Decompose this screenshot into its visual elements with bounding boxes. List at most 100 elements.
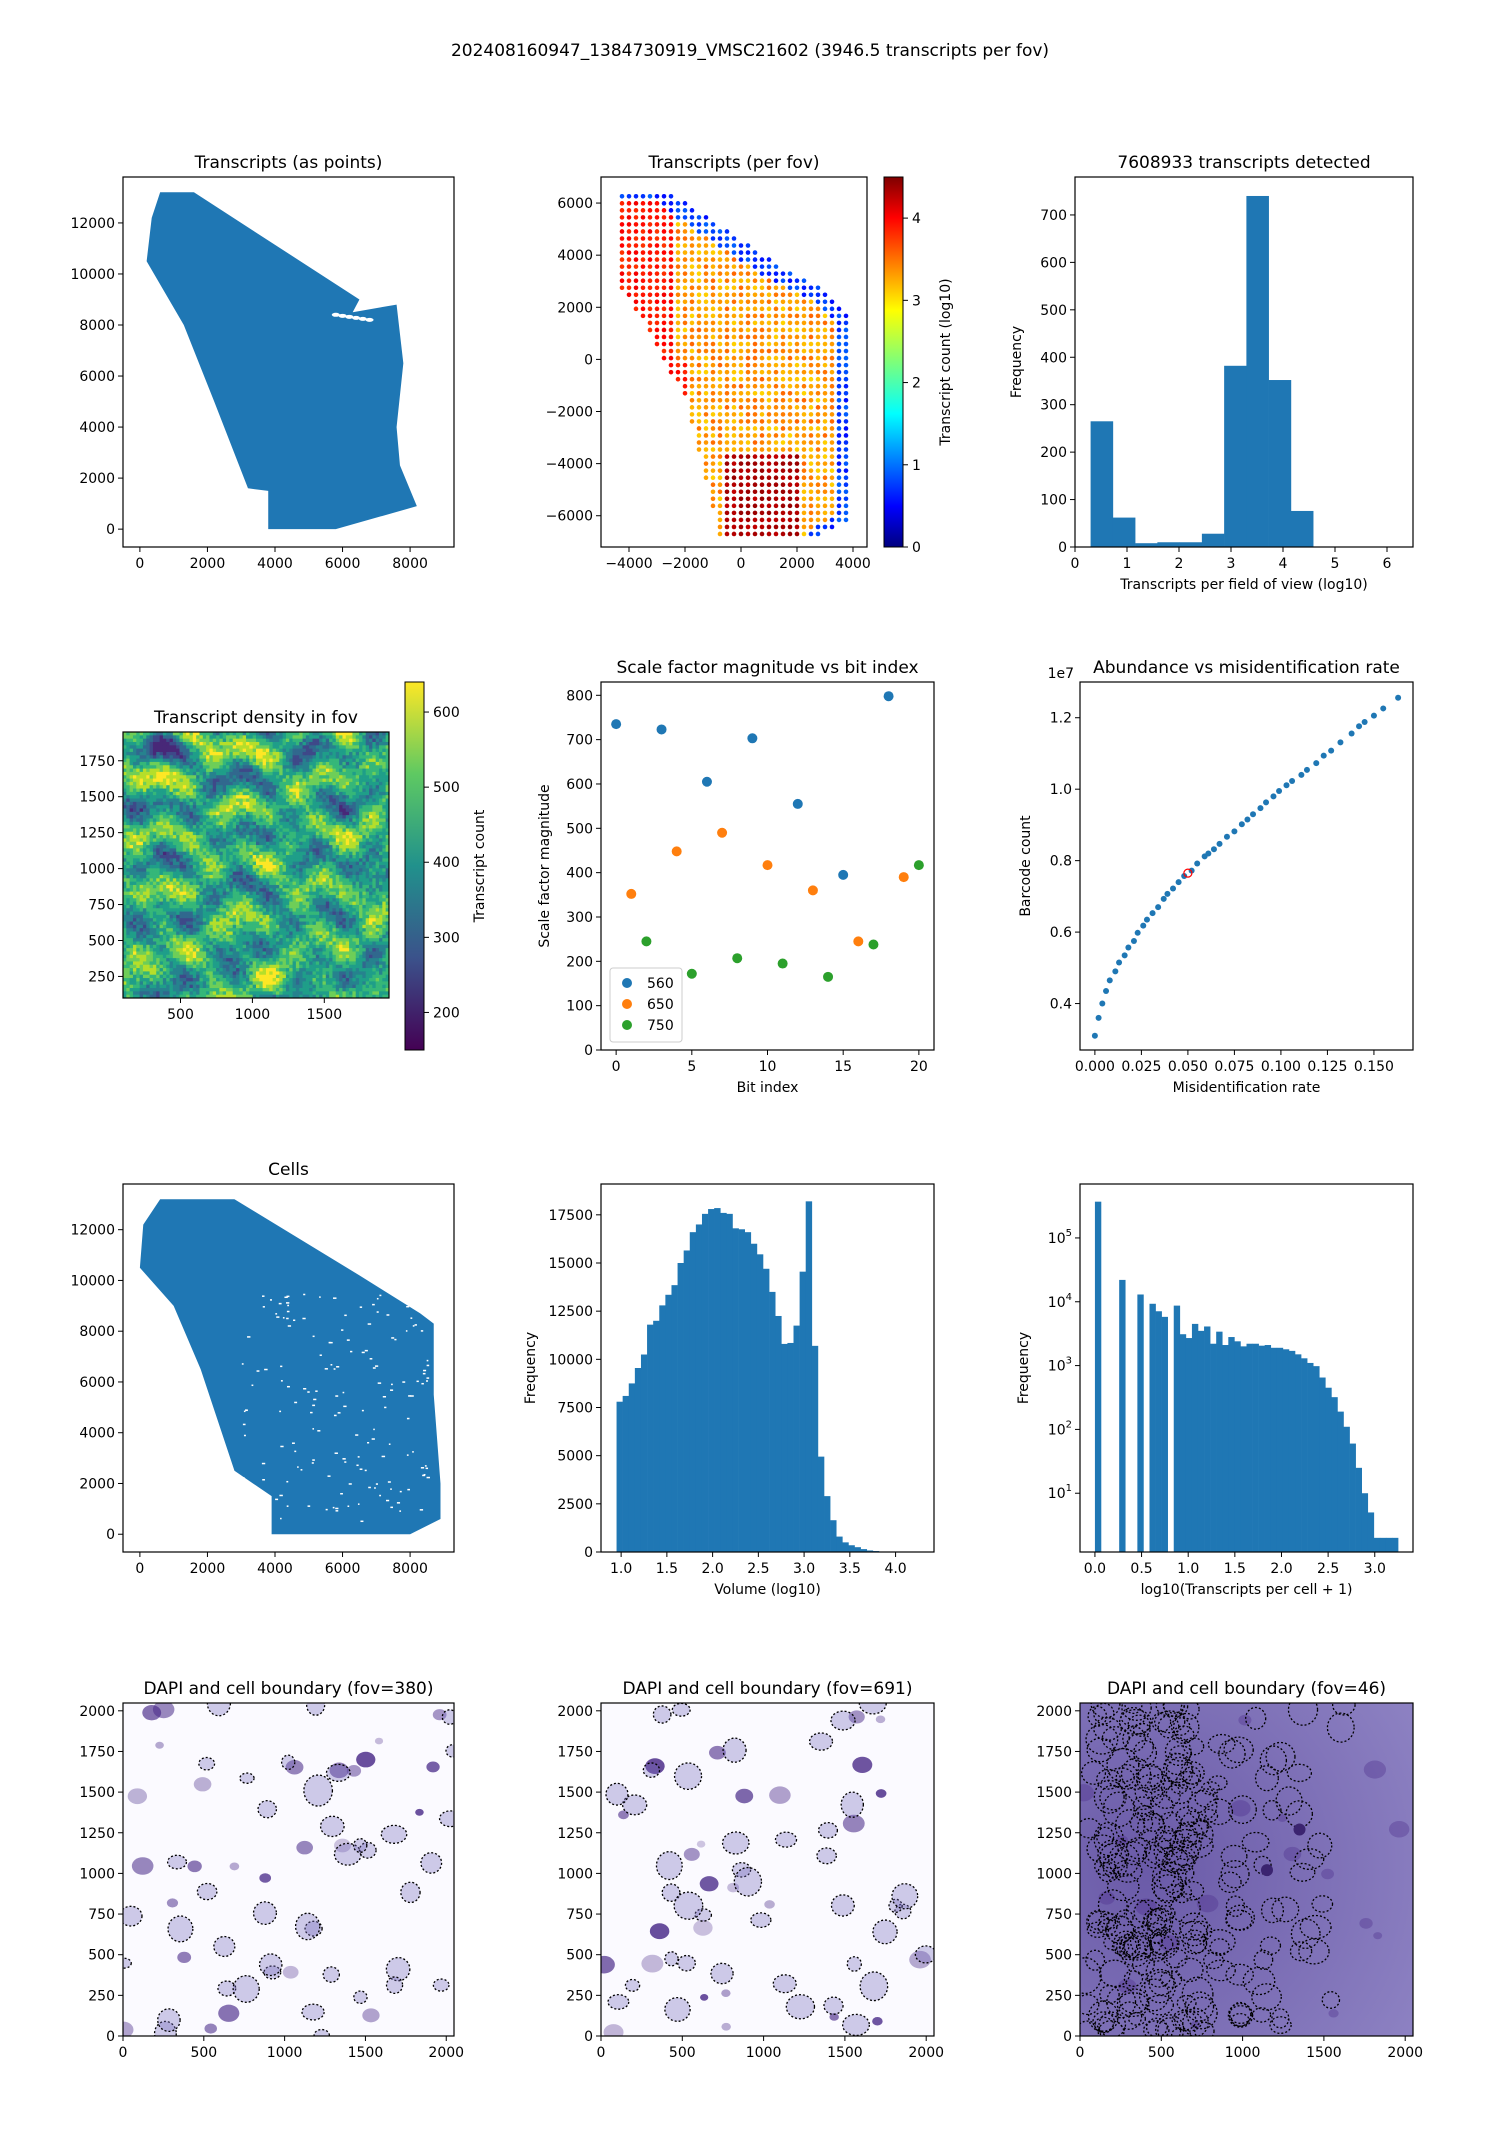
density-cell: [223, 961, 227, 965]
density-cell: [150, 878, 154, 882]
density-cell: [209, 822, 213, 826]
density-cell: [253, 885, 257, 889]
fov-point: [704, 419, 709, 424]
density-cell: [269, 888, 273, 892]
fov-point: [732, 314, 737, 319]
density-cell: [259, 812, 263, 816]
fov-point: [711, 257, 716, 262]
density-cell: [206, 755, 210, 759]
fov-point: [823, 475, 828, 480]
density-cell: [180, 752, 184, 756]
density-cell: [170, 968, 174, 972]
fov-point: [690, 208, 695, 213]
density-cell: [266, 895, 270, 899]
density-cell: [266, 782, 270, 786]
fov-point: [795, 349, 800, 354]
density-cell: [206, 905, 210, 909]
density-cell: [176, 915, 180, 919]
density-cell: [163, 958, 167, 962]
density-cell: [196, 815, 200, 819]
fov-point: [718, 391, 723, 396]
density-cell: [219, 922, 223, 926]
density-cell: [186, 865, 190, 869]
density-cell: [263, 749, 267, 753]
density-cell: [213, 775, 217, 779]
density-cell: [276, 908, 280, 912]
density-cell: [173, 772, 177, 776]
density-cell: [266, 822, 270, 826]
density-cell: [176, 845, 180, 849]
density-cell: [276, 991, 280, 995]
density-cell: [190, 742, 194, 746]
fov-point: [634, 292, 639, 297]
density-cell: [236, 835, 240, 839]
density-cell: [243, 822, 247, 826]
fov-point: [760, 468, 765, 473]
density-cell: [150, 769, 154, 773]
fov-point: [676, 285, 681, 290]
density-cell: [263, 862, 267, 866]
density-cell: [206, 825, 210, 829]
density-cell: [229, 855, 233, 859]
density-cell: [143, 915, 147, 919]
density-cell: [126, 799, 130, 803]
fov-point: [746, 461, 751, 466]
density-cell: [259, 882, 263, 886]
density-cell: [153, 918, 157, 922]
density-cell: [266, 799, 270, 803]
fov-point: [704, 454, 709, 459]
density-cell: [209, 779, 213, 783]
density-cell: [146, 878, 150, 882]
density-cell: [180, 938, 184, 942]
density-cell: [229, 742, 233, 746]
density-cell: [279, 808, 283, 812]
density-cell: [276, 938, 280, 942]
density-cell: [226, 892, 230, 896]
density-cell: [236, 799, 240, 803]
fov-point: [676, 271, 681, 276]
fov-point: [788, 285, 793, 290]
density-cell: [249, 988, 253, 992]
density-cell: [223, 945, 227, 949]
density-cell: [229, 812, 233, 816]
fov-point: [767, 461, 772, 466]
density-cell: [173, 892, 177, 896]
density-cell: [133, 802, 137, 806]
density-cell: [216, 759, 220, 763]
density-cell: [249, 932, 253, 936]
density-cell: [153, 978, 157, 982]
density-cell: [236, 802, 240, 806]
fov-point: [788, 482, 793, 487]
density-cell: [150, 795, 154, 799]
density-cell: [266, 739, 270, 743]
chart-title: Transcripts (per fov): [647, 153, 819, 173]
density-cell: [256, 882, 260, 886]
fov-point: [746, 511, 751, 516]
density-cell: [176, 825, 180, 829]
density-cell: [259, 785, 263, 789]
fov-point: [641, 236, 646, 241]
density-cell: [273, 948, 277, 952]
density-cell: [266, 945, 270, 949]
density-cell: [143, 988, 147, 992]
fov-point: [641, 292, 646, 297]
density-cell: [136, 918, 140, 922]
density-cell: [170, 808, 174, 812]
density-cell: [140, 745, 144, 749]
density-cell: [256, 971, 260, 975]
fov-point: [732, 370, 737, 375]
density-cell: [276, 739, 280, 743]
fov-point: [718, 370, 723, 375]
density-cell: [216, 898, 220, 902]
density-cell: [133, 968, 137, 972]
density-cell: [199, 948, 203, 952]
fov-point: [802, 433, 807, 438]
density-cell: [239, 745, 243, 749]
fov-point: [711, 349, 716, 354]
density-cell: [166, 971, 170, 975]
density-cell: [146, 785, 150, 789]
fov-point: [690, 412, 695, 417]
density-cell: [193, 835, 197, 839]
density-cell: [233, 985, 237, 989]
